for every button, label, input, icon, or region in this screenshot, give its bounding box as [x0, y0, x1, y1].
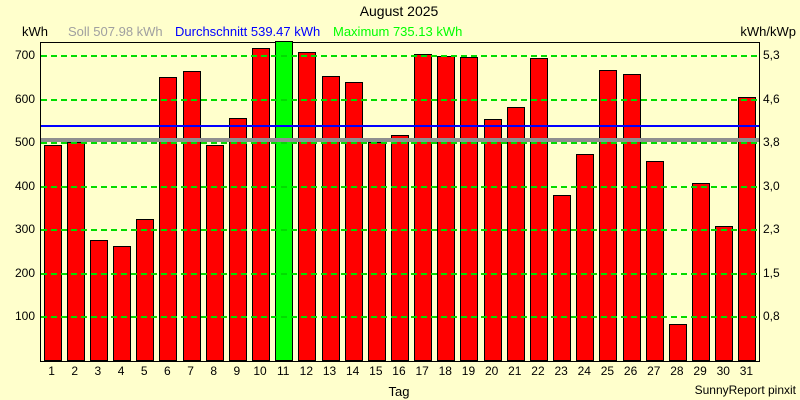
x-tick-day-24: 24	[577, 364, 591, 378]
grid-line-500	[41, 142, 759, 145]
bar-day-18	[437, 55, 456, 361]
x-tick-day-10: 10	[253, 364, 267, 378]
bar-day-30	[715, 225, 734, 361]
soll-line	[41, 137, 759, 142]
x-tick-day-5: 5	[140, 364, 148, 378]
x-tick-day-6: 6	[164, 364, 171, 378]
grid-line-200	[41, 272, 759, 275]
bar-day-4	[113, 245, 132, 361]
grid-line-300	[41, 229, 759, 232]
bar-day-12	[298, 51, 317, 361]
x-tick-day-15: 15	[369, 364, 383, 378]
bar-day-5	[136, 219, 155, 361]
grid-line-700	[41, 55, 759, 58]
y-tick-left-500: 500	[14, 135, 35, 150]
durchschnitt-line	[41, 124, 759, 127]
y-tick-right-400: 3,0	[763, 178, 780, 193]
y-tick-left-300: 300	[14, 222, 35, 237]
x-tick-day-14: 14	[345, 364, 360, 378]
legend-maximum: Maximum 735.13 kWh	[333, 24, 463, 39]
x-tick-day-18: 18	[438, 364, 452, 378]
y-tick-left-100: 100	[14, 309, 35, 324]
x-tick-day-13: 13	[322, 364, 337, 378]
x-tick-day-31: 31	[739, 364, 754, 378]
x-tick-day-1: 1	[48, 364, 55, 378]
x-tick-day-4: 4	[117, 364, 125, 378]
x-tick-day-9: 9	[233, 364, 241, 378]
legend-durchschnitt: Durchschnitt 539.47 kWh	[175, 24, 321, 39]
credit-text: SunnyReport pinxit	[694, 383, 796, 397]
y-tick-right-500: 3,8	[763, 135, 780, 150]
x-tick-day-12: 12	[299, 364, 314, 378]
bar-day-15	[367, 141, 386, 361]
x-tick-day-3: 3	[94, 364, 102, 378]
x-tick-day-17: 17	[415, 364, 429, 378]
bar-day-22	[529, 58, 548, 361]
plot-area	[40, 40, 760, 362]
x-tick-day-19: 19	[461, 364, 476, 378]
y-tick-right-600: 4,6	[763, 91, 780, 106]
bar-day-20	[483, 119, 502, 361]
y-tick-right-100: 0,8	[763, 309, 780, 324]
chart-title: August 2025	[359, 3, 439, 19]
y-tick-right-200: 1,5	[763, 265, 780, 280]
bar-day-28	[668, 323, 687, 361]
bar-day-19	[460, 56, 479, 361]
x-tick-day-25: 25	[600, 364, 615, 378]
x-axis-label: Tag	[388, 384, 410, 399]
x-tick-day-7: 7	[187, 364, 194, 378]
bar-day-11	[275, 40, 294, 361]
bar-day-24	[576, 153, 595, 361]
x-tick-day-2: 2	[71, 364, 79, 378]
bar-day-14	[344, 81, 363, 361]
x-tick-day-8: 8	[210, 364, 218, 378]
y-tick-left-400: 400	[14, 178, 35, 193]
x-tick-day-23: 23	[554, 364, 568, 378]
bar-day-9	[228, 117, 247, 361]
bar-day-16	[391, 134, 409, 361]
bar-day-23	[553, 195, 572, 361]
x-tick-day-21: 21	[508, 364, 522, 378]
y-tick-left-600: 600	[14, 91, 35, 106]
legend-soll: Soll 507.98 kWh	[68, 24, 163, 39]
grid-line-600	[41, 98, 759, 101]
bar-day-10	[252, 48, 271, 361]
x-tick-day-26: 26	[623, 364, 638, 378]
bar-day-8	[205, 144, 224, 361]
x-tick-day-29: 29	[693, 364, 707, 378]
x-tick-day-28: 28	[670, 364, 684, 378]
y-axis-unit-left: kWh	[22, 24, 48, 39]
x-tick-day-11: 11	[276, 364, 290, 378]
x-tick-day-27: 27	[647, 364, 661, 378]
bar-day-26	[622, 74, 641, 361]
x-tick-day-20: 20	[484, 364, 499, 378]
bar-day-6	[159, 76, 178, 361]
bar-day-21	[506, 106, 525, 361]
bar-day-1	[43, 144, 62, 361]
x-tick-day-22: 22	[531, 364, 545, 378]
grid-line-400	[41, 185, 759, 188]
y-tick-right-700: 5,3	[763, 48, 780, 63]
bar-day-13	[321, 75, 340, 361]
x-tick-day-16: 16	[392, 364, 406, 378]
y-tick-left-200: 200	[14, 265, 35, 280]
grid-line-100	[41, 316, 759, 319]
bar-day-27	[645, 160, 664, 361]
y-tick-left-700: 700	[14, 48, 35, 63]
bar-day-31	[738, 97, 757, 361]
bar-day-2	[66, 142, 85, 361]
bar-day-3	[89, 240, 108, 361]
bar-day-17	[414, 54, 433, 361]
y-axis-unit-right: kWh/kWp	[740, 24, 796, 39]
y-tick-right-300: 2,3	[763, 222, 780, 237]
x-tick-day-30: 30	[716, 364, 730, 378]
